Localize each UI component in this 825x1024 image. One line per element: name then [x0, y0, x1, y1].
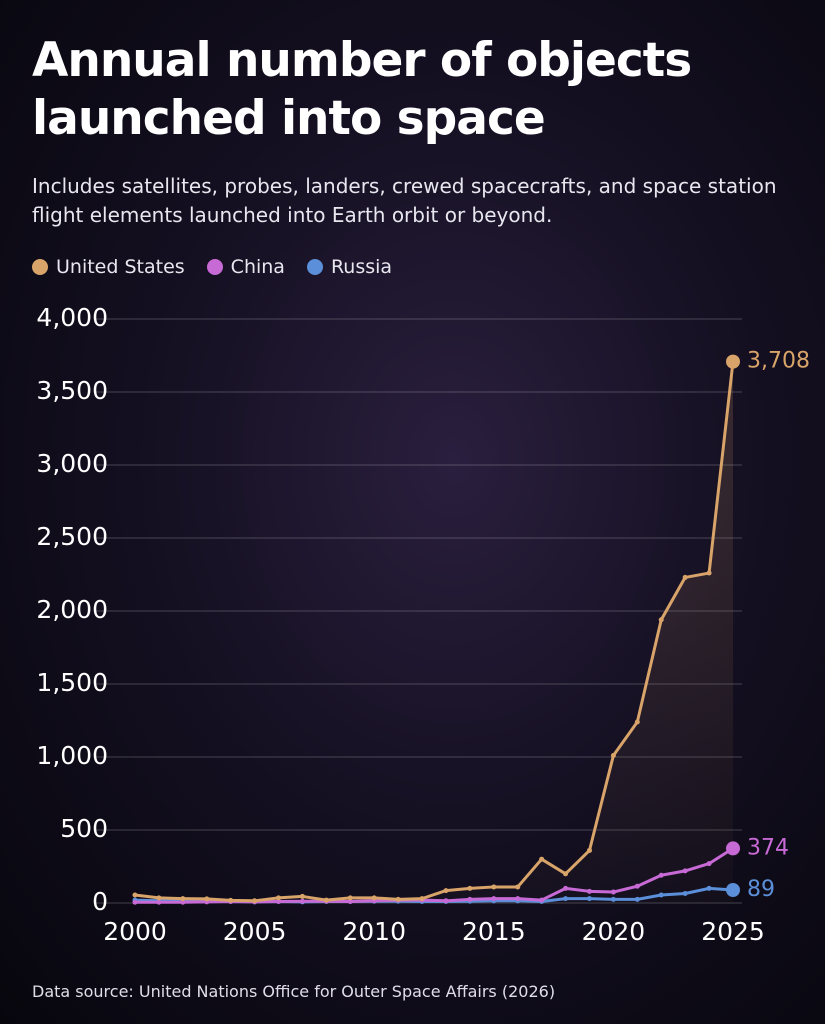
legend-label: United States	[56, 256, 185, 278]
data-point	[586, 847, 592, 853]
data-point	[563, 885, 569, 891]
data-label: 374	[747, 835, 789, 860]
data-point	[539, 897, 545, 903]
y-tick-label: 0	[92, 887, 108, 916]
data-point	[706, 885, 712, 891]
data-point	[467, 885, 473, 891]
data-point	[299, 893, 305, 899]
data-point	[610, 896, 616, 902]
data-point	[658, 892, 664, 898]
y-tick-label: 500	[60, 814, 108, 843]
x-tick-label: 2010	[342, 917, 406, 946]
data-point	[610, 753, 616, 759]
data-point	[586, 888, 592, 894]
data-point	[563, 871, 569, 877]
x-tick-label: 2020	[582, 917, 646, 946]
source-note: Data source: United Nations Office for O…	[32, 982, 556, 1001]
legend-label: China	[230, 256, 285, 278]
legend-item: United States	[32, 256, 185, 278]
data-point	[682, 891, 688, 897]
data-point	[658, 617, 664, 623]
chart-subtitle: Includes satellites, probes, landers, cr…	[32, 174, 777, 227]
data-point	[395, 896, 401, 902]
data-point	[726, 354, 740, 369]
data-point	[634, 883, 640, 889]
y-tick-label: 2,000	[36, 595, 108, 624]
legend-item: Russia	[306, 256, 393, 278]
data-point	[515, 884, 521, 890]
legend: United States China Russia	[32, 256, 392, 278]
data-point	[228, 897, 234, 903]
data-point	[658, 872, 664, 878]
chart-title: Annual number of objects launched into s…	[32, 33, 692, 146]
legend-swatch	[32, 259, 48, 275]
data-point	[563, 896, 569, 902]
data-point	[180, 896, 186, 902]
data-point	[323, 897, 329, 903]
y-tick-label: 3,500	[36, 376, 108, 405]
x-tick-label: 2005	[223, 917, 287, 946]
data-point	[726, 841, 740, 856]
data-point	[515, 896, 521, 902]
data-point	[419, 896, 425, 902]
data-point	[634, 719, 640, 725]
data-point	[252, 898, 258, 904]
data-label: 3,708	[747, 349, 810, 374]
data-point	[586, 896, 592, 902]
data-point	[347, 895, 353, 901]
y-tick-label: 1,500	[36, 668, 108, 697]
data-point	[276, 895, 282, 901]
data-label: 89	[747, 877, 775, 902]
data-point	[156, 895, 162, 901]
y-tick-label: 2,500	[36, 522, 108, 551]
x-tick-label: 2000	[103, 917, 167, 946]
data-point	[539, 856, 545, 862]
data-point	[180, 899, 186, 905]
data-point	[443, 898, 449, 904]
data-point	[371, 895, 377, 901]
legend-swatch	[206, 259, 223, 275]
data-point	[276, 899, 282, 905]
data-point	[491, 884, 497, 890]
data-point	[156, 899, 162, 905]
data-point	[467, 896, 473, 902]
legend-item: China	[206, 256, 285, 278]
data-point	[726, 883, 740, 898]
data-point	[347, 899, 353, 905]
legend-label: Russia	[330, 256, 393, 278]
data-point	[610, 889, 616, 895]
y-tick-label: 3,000	[36, 449, 108, 478]
series-line	[134, 361, 735, 903]
y-tick-label: 1,000	[36, 741, 108, 770]
area-fill	[135, 361, 733, 904]
data-point	[132, 892, 138, 898]
data-point	[204, 896, 210, 902]
data-point	[634, 896, 640, 902]
data-point	[132, 899, 138, 905]
data-point	[706, 861, 712, 867]
data-point	[299, 898, 305, 904]
legend-swatch	[306, 259, 323, 275]
x-tick-label: 2015	[462, 917, 526, 946]
data-point	[443, 888, 449, 894]
data-point	[682, 868, 688, 874]
x-tick-label: 2025	[701, 917, 765, 946]
y-tick-label: 4,000	[36, 303, 108, 332]
data-point	[682, 574, 688, 580]
data-point	[491, 896, 497, 902]
data-point	[706, 570, 712, 576]
